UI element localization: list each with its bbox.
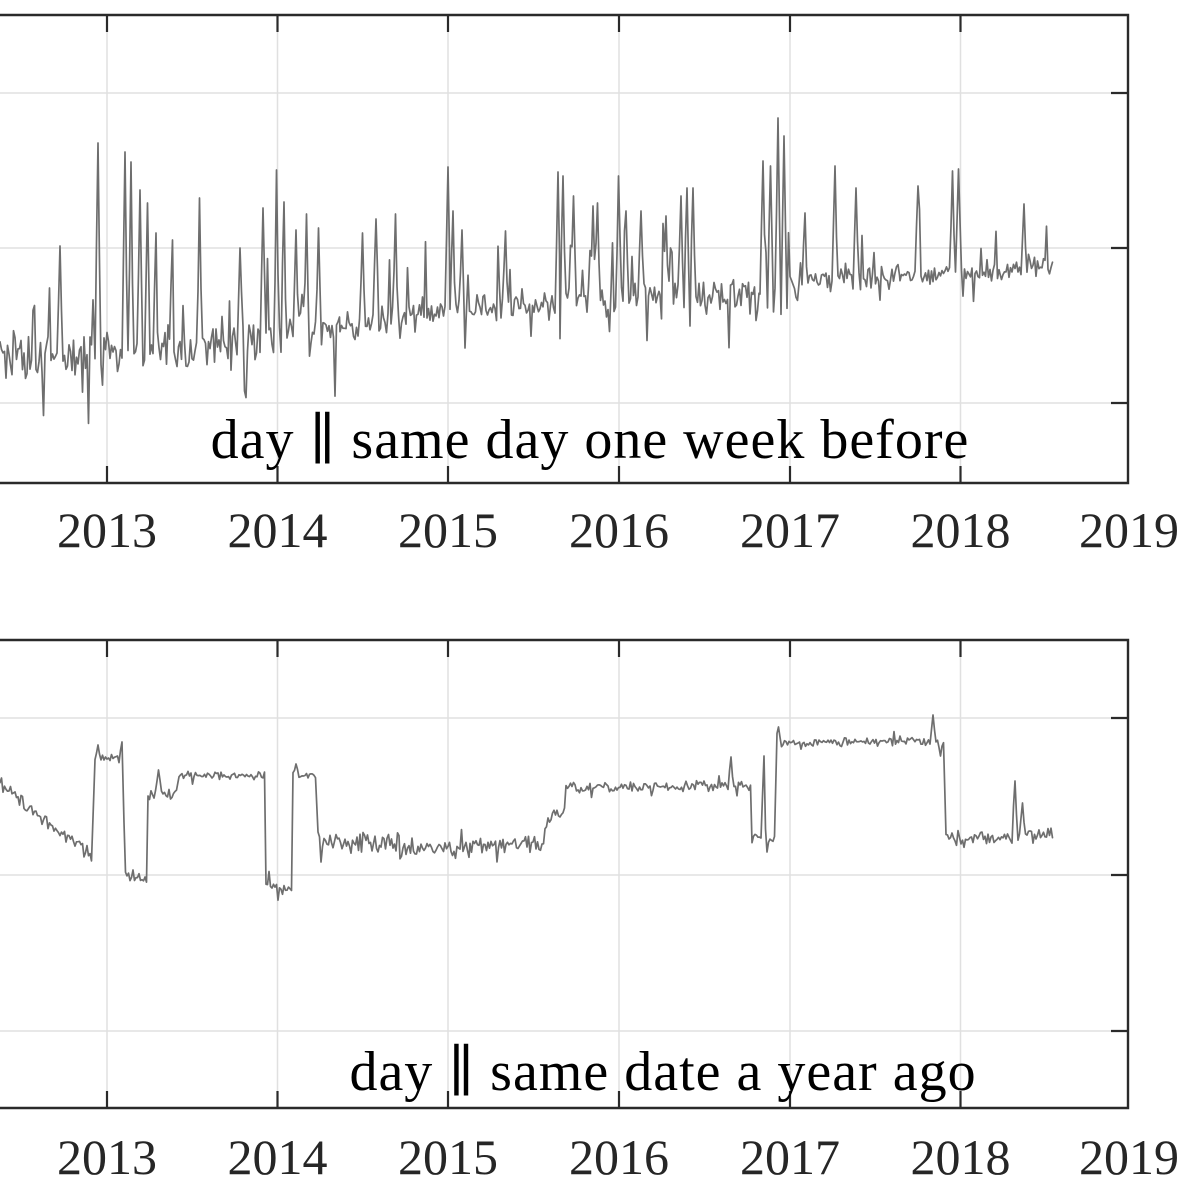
x-tick-label: 2014: [227, 502, 328, 558]
x-tick-label: 2018: [910, 502, 1011, 558]
x-tick-label: 2015: [398, 1129, 498, 1185]
axes-box: [0, 638, 1130, 1110]
x-tick-label: 2017: [740, 1129, 840, 1185]
x-tick-label: 2017: [740, 502, 840, 558]
x-tick-label: 2018: [910, 1129, 1011, 1185]
x-tick-label: 2013: [57, 1129, 157, 1185]
top-chart-group: [0, 13, 1130, 485]
series-annotation-top: day ∥ same day one week before: [210, 409, 970, 471]
x-tick-label: 2019: [1079, 502, 1179, 558]
x-tick-label: 2016: [569, 502, 669, 558]
data-series-line: [0, 117, 1054, 425]
x-tick-label: 2015: [398, 502, 498, 558]
bottom-chart-group: [0, 638, 1130, 1110]
x-tick-label: 2019: [1079, 1129, 1179, 1185]
data-series-line: [0, 714, 1054, 902]
x-tick-label: 2014: [227, 1129, 328, 1185]
x-tick-label: 2013: [57, 502, 157, 558]
x-tick-label: 2016: [569, 1129, 669, 1185]
series-annotation-bottom: day ∥ same date a year ago: [349, 1041, 977, 1103]
